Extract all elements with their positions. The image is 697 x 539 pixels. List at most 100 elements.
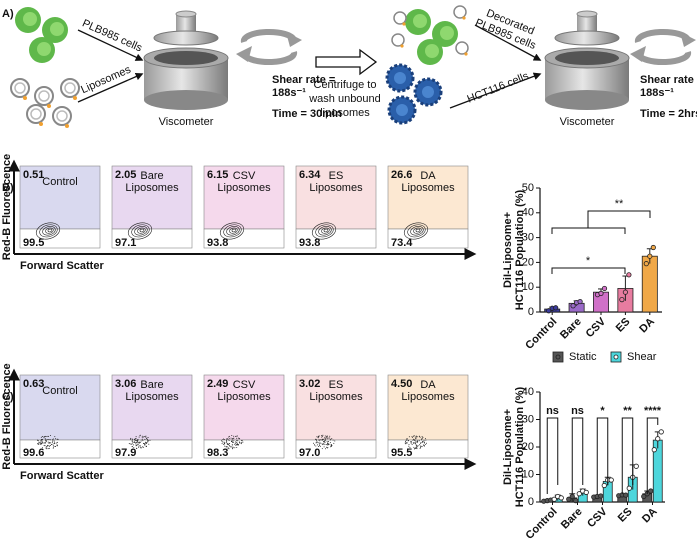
event xyxy=(323,446,325,448)
event xyxy=(49,445,51,447)
event xyxy=(138,436,140,438)
rotation-head xyxy=(286,32,302,47)
event xyxy=(131,443,133,445)
event xyxy=(236,440,238,442)
data-point xyxy=(623,492,629,498)
event xyxy=(317,444,319,446)
event xyxy=(414,441,416,443)
event xyxy=(44,442,46,444)
event xyxy=(411,444,413,446)
event xyxy=(44,445,46,447)
plot-title: DA xyxy=(420,379,436,391)
event xyxy=(331,445,333,447)
y-axis-label: DiI-Liposome+ xyxy=(502,212,514,288)
event xyxy=(45,436,47,438)
event xyxy=(143,442,145,444)
cone xyxy=(554,30,620,46)
gate-upper xyxy=(295,374,377,441)
x-tick-label: Control xyxy=(524,506,560,539)
y-axis-label: DiI-Liposome+ xyxy=(502,409,514,485)
legend-label: Shear xyxy=(627,351,657,363)
event xyxy=(419,444,421,446)
event xyxy=(416,448,418,450)
event xyxy=(418,435,420,437)
event xyxy=(221,441,223,443)
event xyxy=(54,436,56,438)
event xyxy=(133,441,135,443)
significance-bracket xyxy=(571,417,584,494)
gate-upper-value: 6.15 xyxy=(207,169,228,181)
event xyxy=(230,446,232,448)
event xyxy=(326,443,328,445)
event xyxy=(145,436,147,438)
data-point xyxy=(570,303,576,309)
event xyxy=(52,447,54,449)
contour xyxy=(127,222,153,240)
event xyxy=(326,437,328,439)
event xyxy=(242,441,244,443)
event xyxy=(49,442,51,444)
event xyxy=(318,445,320,447)
event xyxy=(56,438,58,440)
event xyxy=(413,443,415,445)
event xyxy=(131,438,133,440)
event xyxy=(421,438,423,440)
plot-title: Control xyxy=(42,385,77,397)
event xyxy=(223,438,225,440)
event xyxy=(227,439,229,441)
event xyxy=(131,439,133,441)
event xyxy=(321,436,323,438)
event xyxy=(321,448,323,450)
dye xyxy=(23,96,27,100)
shear-rate: 188s⁻¹ xyxy=(272,87,306,99)
process-arrow xyxy=(315,48,378,76)
event xyxy=(420,442,422,444)
event xyxy=(317,439,319,441)
event xyxy=(420,446,422,448)
event xyxy=(326,438,328,440)
contour xyxy=(137,227,146,234)
gate-upper-value: 6.34 xyxy=(299,169,321,181)
contour xyxy=(45,227,54,234)
contour xyxy=(229,227,238,234)
significance-bracket xyxy=(546,417,559,494)
data-point xyxy=(576,491,582,497)
event xyxy=(131,442,133,444)
y-tick-label: 0 xyxy=(528,496,534,508)
cup-bottom xyxy=(545,90,629,110)
event xyxy=(316,436,318,438)
event xyxy=(149,439,151,441)
event xyxy=(137,438,139,440)
event xyxy=(138,441,140,443)
arrow xyxy=(449,72,542,109)
event xyxy=(324,439,326,441)
data-point xyxy=(601,482,607,489)
liposome xyxy=(393,11,407,25)
event xyxy=(236,438,238,440)
event xyxy=(133,447,135,449)
liposome-inner xyxy=(30,108,42,120)
event xyxy=(235,442,237,444)
data-point xyxy=(647,253,653,259)
plot-title: Liposomes xyxy=(125,391,179,403)
cup-well xyxy=(555,51,619,65)
event xyxy=(138,445,140,447)
liposome-inner xyxy=(38,90,50,102)
contour xyxy=(226,226,240,236)
event xyxy=(236,446,238,448)
event xyxy=(139,446,141,448)
liposome-inner xyxy=(14,82,26,94)
event xyxy=(423,444,425,446)
event xyxy=(140,447,142,449)
event xyxy=(326,435,328,437)
event xyxy=(49,434,51,436)
event xyxy=(41,443,43,445)
y-tick-label: 40 xyxy=(522,207,534,219)
event xyxy=(405,443,407,445)
event xyxy=(141,435,143,437)
event xyxy=(412,439,414,441)
event xyxy=(227,447,229,449)
event xyxy=(414,440,416,442)
event xyxy=(241,440,243,442)
event xyxy=(45,447,47,449)
